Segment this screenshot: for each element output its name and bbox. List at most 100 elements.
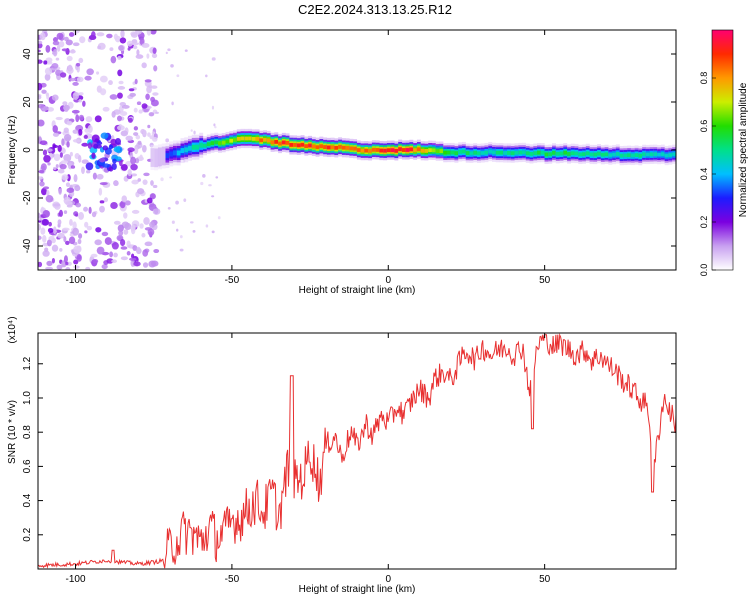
- spectrogram-ridge-cell: [248, 136, 252, 141]
- spectrogram-ridge-cell: [368, 148, 373, 153]
- spectrogram-cell: [48, 221, 52, 227]
- spectrogram-cell: [65, 39, 73, 46]
- spectrogram-cell: [76, 76, 84, 83]
- spectrogram-ridge-cell: [600, 152, 605, 157]
- spectrogram-x-tick-label: 50: [539, 275, 551, 286]
- spectrogram-cell: [141, 103, 148, 109]
- snr-frame: [37, 332, 677, 570]
- spectrogram-cell: [78, 57, 84, 64]
- spectrogram-cell: [152, 47, 157, 54]
- spectrogram-ridge-cell: [375, 148, 380, 152]
- spectrogram-y-tick-label: 20: [22, 96, 33, 108]
- spectrogram-cell: [72, 42, 80, 47]
- spectrogram-cell: [123, 212, 128, 219]
- spectrogram-cell: [200, 181, 204, 186]
- spectrogram-cell: [45, 194, 54, 203]
- spectrogram-ridge-cell: [405, 148, 410, 152]
- spectrogram-cell: [45, 92, 49, 97]
- spectrogram-cell: [128, 88, 135, 92]
- spectrogram-ridge-cell: [555, 151, 560, 156]
- spectrogram-cell: [133, 261, 141, 267]
- spectrogram-cell: [214, 126, 217, 129]
- snr-y-tick-label: 0.8: [22, 425, 33, 439]
- spectrogram-cell: [116, 115, 122, 122]
- spectrogram-cell: [99, 200, 105, 204]
- colorbar-ticks: 0.0 0.2 0.4 0.6 0.8: [699, 72, 716, 276]
- spectrogram-ridge-cell: [559, 151, 564, 156]
- spectrogram-cell: [136, 246, 141, 251]
- spectrogram-cell: [110, 201, 118, 210]
- spectrogram-ridge-cell: [443, 150, 448, 155]
- spectrogram-ridge-cell: [255, 136, 260, 141]
- spectrogram-cell: [121, 195, 128, 203]
- spectrogram-ridge-cell: [446, 150, 451, 155]
- spectrogram-cell: [72, 129, 79, 134]
- spectrogram-ridge-cell: [630, 153, 635, 158]
- spectrogram-cell: [123, 229, 129, 235]
- spectrogram-cell: [41, 89, 47, 94]
- spectrogram-cell: [109, 251, 114, 258]
- spectrogram-ridge-cell: [341, 145, 346, 150]
- spectrogram-cell: [118, 80, 124, 85]
- spectrogram-cell: [117, 224, 124, 232]
- spectrogram-ridge-cell: [353, 146, 358, 151]
- spectrogram-cell: [142, 129, 147, 137]
- spectrogram-cell: [57, 169, 65, 174]
- spectrogram-ridge-cell: [604, 152, 609, 157]
- spectrogram-cell: [38, 49, 41, 53]
- spectrogram-cell: [145, 93, 150, 100]
- spectrogram-ridge-cell: [570, 151, 575, 156]
- spectrogram-cell: [132, 45, 138, 50]
- spectrogram-cell: [134, 157, 140, 164]
- spectrogram-cell: [127, 47, 131, 51]
- spectrogram-cell: [66, 55, 73, 62]
- spectrogram-cell: [146, 30, 152, 36]
- spectrogram-cell: [87, 142, 92, 149]
- spectrogram-ridge-cell: [503, 151, 508, 155]
- spectrogram-cell: [100, 132, 109, 139]
- spectrogram-cell: [66, 204, 73, 208]
- spectrogram-cell: [62, 227, 70, 231]
- snr-y-tick-label: 0.4: [22, 493, 33, 507]
- spectrogram-cell: [63, 236, 67, 243]
- spectrogram-ridge-cell: [334, 145, 339, 150]
- spectrogram-cell: [99, 88, 107, 96]
- spectrogram-ridge-cell: [461, 149, 466, 154]
- spectrogram-cell: [55, 116, 63, 121]
- snr-series-line: [38, 333, 676, 569]
- spectrogram-ridge-cell: [608, 153, 613, 158]
- spectrogram-cell: [137, 140, 142, 145]
- spectrogram-ridge-cell: [214, 140, 219, 145]
- spectrogram-ridge-cell: [634, 153, 639, 157]
- spectrogram-cell: [90, 253, 98, 258]
- spectrogram-cell: [171, 220, 175, 224]
- spectrogram-cell: [103, 197, 109, 203]
- snr-x-tick-label: 0: [385, 574, 391, 585]
- spectrogram-cell: [160, 177, 164, 182]
- spectrogram-cell: [83, 206, 89, 212]
- spectrogram-ridge-cell: [191, 144, 196, 150]
- snr-panel: -100 -50 0 50 0.2 0.4 0.6 0.8 1.0 1.2 Height of …: [7, 316, 677, 595]
- spectrogram-cell: [132, 245, 138, 251]
- spectrogram-cell: [42, 234, 47, 243]
- spectrogram-ridge-cell: [293, 143, 297, 147]
- spectrogram-cell: [78, 128, 83, 136]
- spectrogram-cell: [41, 187, 47, 196]
- spectrogram-cell: [133, 132, 139, 136]
- colorbar-tick-label: 0.6: [699, 120, 709, 133]
- spectrogram-cell: [75, 213, 79, 217]
- spectrogram-cell: [44, 67, 53, 76]
- spectrogram-cell: [97, 45, 102, 50]
- spectrogram-cell: [170, 64, 174, 68]
- spectrogram-cell: [93, 143, 99, 149]
- spectrogram-cell: [46, 189, 50, 197]
- spectrogram-cell: [52, 226, 57, 235]
- spectrogram-ridge-cell: [499, 150, 504, 155]
- spectrogram-cell: [63, 133, 72, 142]
- spectrogram-cell: [84, 128, 90, 133]
- spectrogram-ridge-cell: [157, 147, 162, 167]
- spectrogram-cell: [141, 62, 147, 69]
- spectrogram-cell: [58, 41, 65, 48]
- spectrogram-ridge-cell: [597, 151, 601, 156]
- spectrogram-cell: [85, 266, 91, 270]
